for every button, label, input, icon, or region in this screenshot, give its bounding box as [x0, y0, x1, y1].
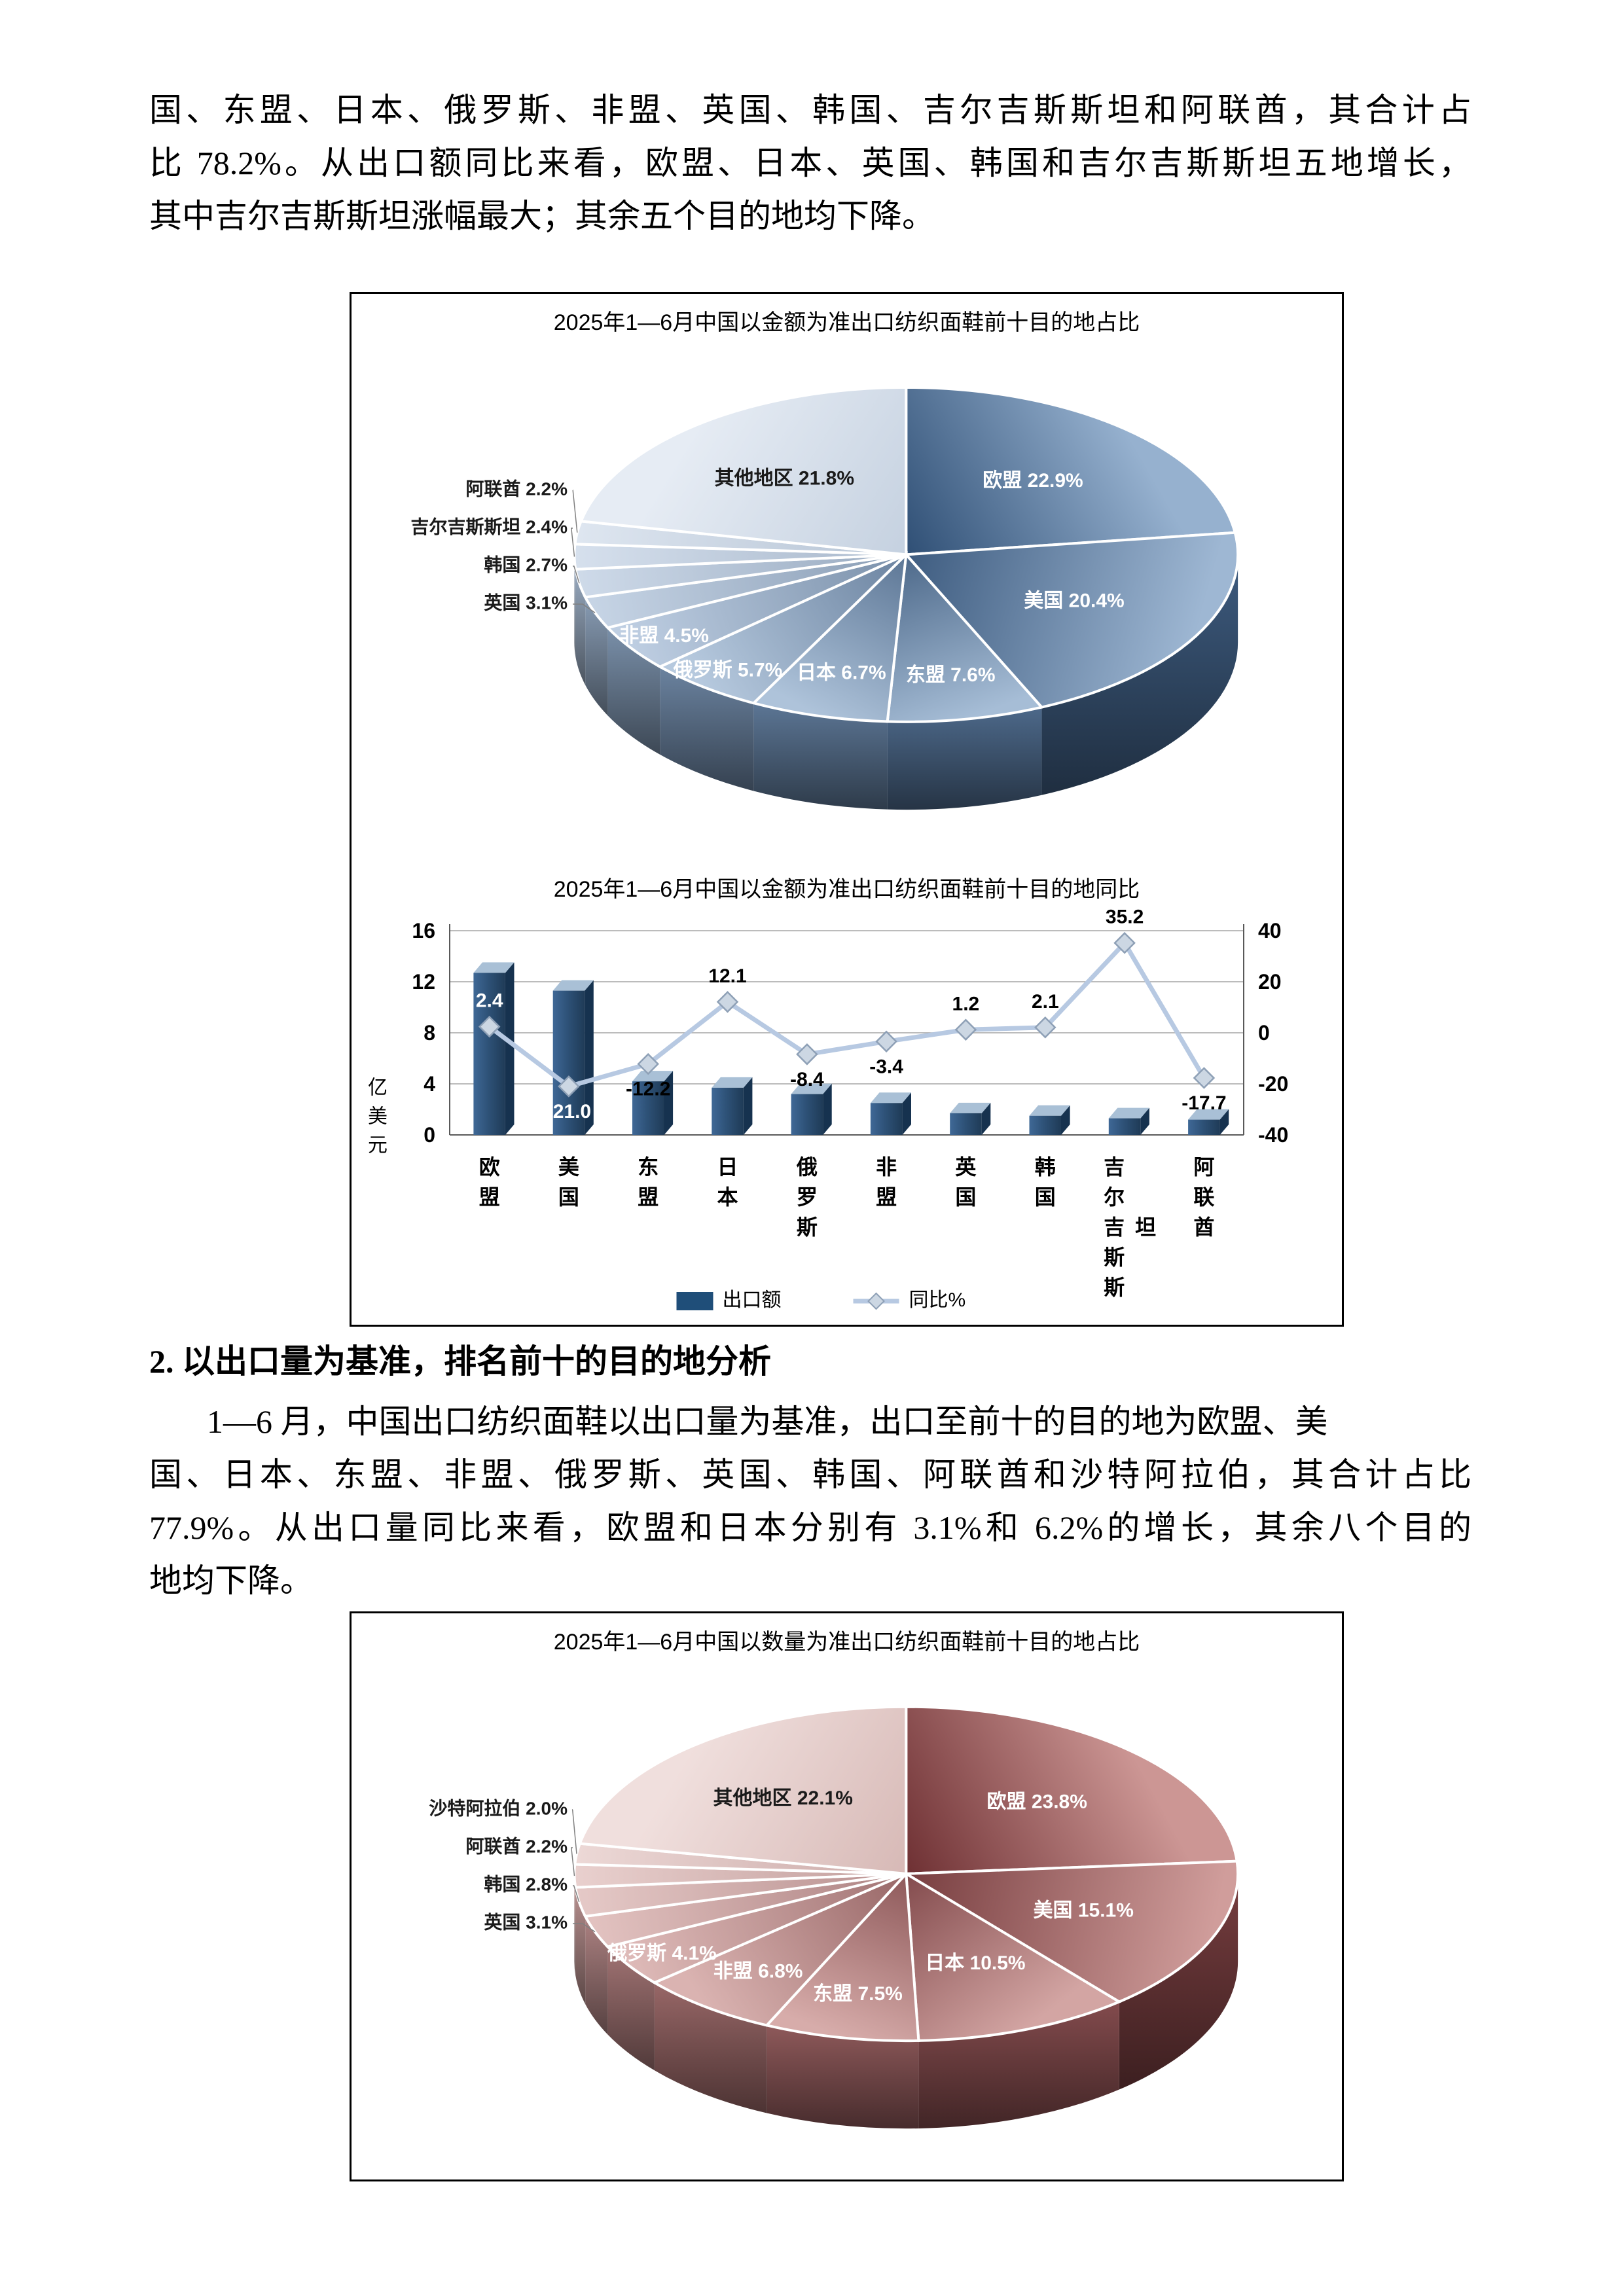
- svg-text:吉: 吉: [1104, 1155, 1125, 1179]
- svg-text:2.1: 2.1: [1032, 991, 1059, 1013]
- svg-text:欧: 欧: [479, 1155, 500, 1179]
- svg-text:2.4: 2.4: [476, 990, 503, 1012]
- svg-text:英: 英: [955, 1155, 977, 1179]
- svg-text:出口额: 出口额: [723, 1289, 782, 1311]
- svg-text:沙特阿拉伯 2.0%: 沙特阿拉伯 2.0%: [429, 1797, 568, 1818]
- svg-text:盟: 盟: [479, 1185, 500, 1209]
- svg-text:12.1: 12.1: [708, 965, 746, 987]
- svg-text:元: 元: [368, 1135, 388, 1157]
- svg-text:斯: 斯: [797, 1215, 818, 1239]
- svg-text:英国 3.1%: 英国 3.1%: [484, 1912, 568, 1932]
- svg-text:美: 美: [368, 1106, 388, 1128]
- svg-text:欧盟 23.8%: 欧盟 23.8%: [986, 1791, 1087, 1812]
- svg-text:英国 3.1%: 英国 3.1%: [484, 592, 568, 613]
- svg-text:斯: 斯: [1104, 1276, 1125, 1299]
- svg-text:日本 6.7%: 日本 6.7%: [797, 662, 886, 684]
- svg-text:国: 国: [558, 1185, 579, 1209]
- svg-text:阿联酋 2.2%: 阿联酋 2.2%: [465, 478, 568, 499]
- svg-text:盟: 盟: [638, 1185, 659, 1209]
- svg-text:本: 本: [717, 1185, 738, 1209]
- svg-text:吉: 吉: [1104, 1215, 1125, 1239]
- svg-text:尔: 尔: [1104, 1185, 1125, 1209]
- svg-text:阿联酋 2.2%: 阿联酋 2.2%: [465, 1835, 568, 1856]
- svg-text:20: 20: [1258, 970, 1282, 994]
- svg-text:2025年1—6月中国以金额为准出口纺织面鞋前十目的地占比: 2025年1—6月中国以金额为准出口纺织面鞋前十目的地占比: [554, 310, 1140, 335]
- svg-text:40: 40: [1258, 919, 1282, 942]
- svg-text:日本 10.5%: 日本 10.5%: [925, 1952, 1025, 1974]
- svg-text:0: 0: [1258, 1021, 1270, 1045]
- svg-text:罗: 罗: [797, 1185, 818, 1209]
- svg-text:美: 美: [558, 1155, 579, 1179]
- svg-text:联: 联: [1193, 1185, 1214, 1209]
- svg-text:2025年1—6月中国以数量为准出口纺织面鞋前十目的地占比: 2025年1—6月中国以数量为准出口纺织面鞋前十目的地占比: [554, 1630, 1140, 1655]
- svg-text:东: 东: [638, 1155, 659, 1179]
- svg-text:阿: 阿: [1193, 1155, 1214, 1179]
- svg-text:35.2: 35.2: [1106, 906, 1144, 928]
- svg-text:韩: 韩: [1035, 1155, 1056, 1179]
- svg-text:12: 12: [412, 970, 435, 994]
- svg-text:酋: 酋: [1193, 1215, 1214, 1239]
- svg-text:-40: -40: [1258, 1123, 1288, 1147]
- svg-text:其他地区 22.1%: 其他地区 22.1%: [713, 1787, 852, 1809]
- svg-text:非: 非: [876, 1155, 897, 1179]
- svg-text:-3.4: -3.4: [869, 1056, 903, 1077]
- svg-text:国: 国: [955, 1185, 976, 1209]
- svg-text:俄罗斯 4.1%: 俄罗斯 4.1%: [607, 1943, 717, 1964]
- svg-text:1.2: 1.2: [952, 993, 980, 1014]
- svg-text:国: 国: [1035, 1185, 1056, 1209]
- svg-text:其他地区 21.8%: 其他地区 21.8%: [715, 468, 854, 490]
- svg-text:-8.4: -8.4: [790, 1069, 824, 1090]
- svg-text:斯: 斯: [1104, 1246, 1125, 1269]
- svg-text:0: 0: [424, 1123, 435, 1147]
- svg-text:吉尔吉斯斯坦 2.4%: 吉尔吉斯斯坦 2.4%: [410, 516, 568, 537]
- svg-text:俄罗斯 5.7%: 俄罗斯 5.7%: [673, 659, 783, 681]
- svg-text:-20: -20: [1258, 1072, 1288, 1096]
- svg-text:欧盟 22.9%: 欧盟 22.9%: [983, 470, 1083, 492]
- svg-text:亿: 亿: [368, 1077, 388, 1099]
- svg-text:韩国 2.8%: 韩国 2.8%: [484, 1874, 568, 1894]
- svg-text:美国 20.4%: 美国 20.4%: [1024, 590, 1124, 612]
- svg-text:盟: 盟: [876, 1185, 897, 1209]
- svg-text:东盟 7.6%: 东盟 7.6%: [906, 664, 996, 686]
- svg-text:日: 日: [717, 1155, 738, 1179]
- svg-text:8: 8: [424, 1021, 435, 1045]
- svg-text:坦: 坦: [1135, 1215, 1156, 1239]
- svg-text:-21.0: -21.0: [547, 1101, 591, 1122]
- svg-text:韩国 2.7%: 韩国 2.7%: [484, 554, 568, 575]
- svg-text:非盟 4.5%: 非盟 4.5%: [619, 625, 709, 647]
- svg-text:非盟 6.8%: 非盟 6.8%: [713, 1960, 803, 1982]
- svg-text:美国 15.1%: 美国 15.1%: [1033, 1899, 1133, 1921]
- svg-text:-12.2: -12.2: [626, 1079, 670, 1100]
- svg-text:-17.7: -17.7: [1182, 1092, 1226, 1114]
- svg-text:4: 4: [424, 1072, 435, 1096]
- svg-text:2025年1—6月中国以金额为准出口纺织面鞋前十目的地同比: 2025年1—6月中国以金额为准出口纺织面鞋前十目的地同比: [554, 877, 1140, 902]
- svg-text:俄: 俄: [796, 1155, 818, 1179]
- svg-text:东盟 7.5%: 东盟 7.5%: [813, 1982, 903, 2005]
- svg-text:同比%: 同比%: [909, 1289, 966, 1311]
- svg-text:16: 16: [412, 919, 435, 942]
